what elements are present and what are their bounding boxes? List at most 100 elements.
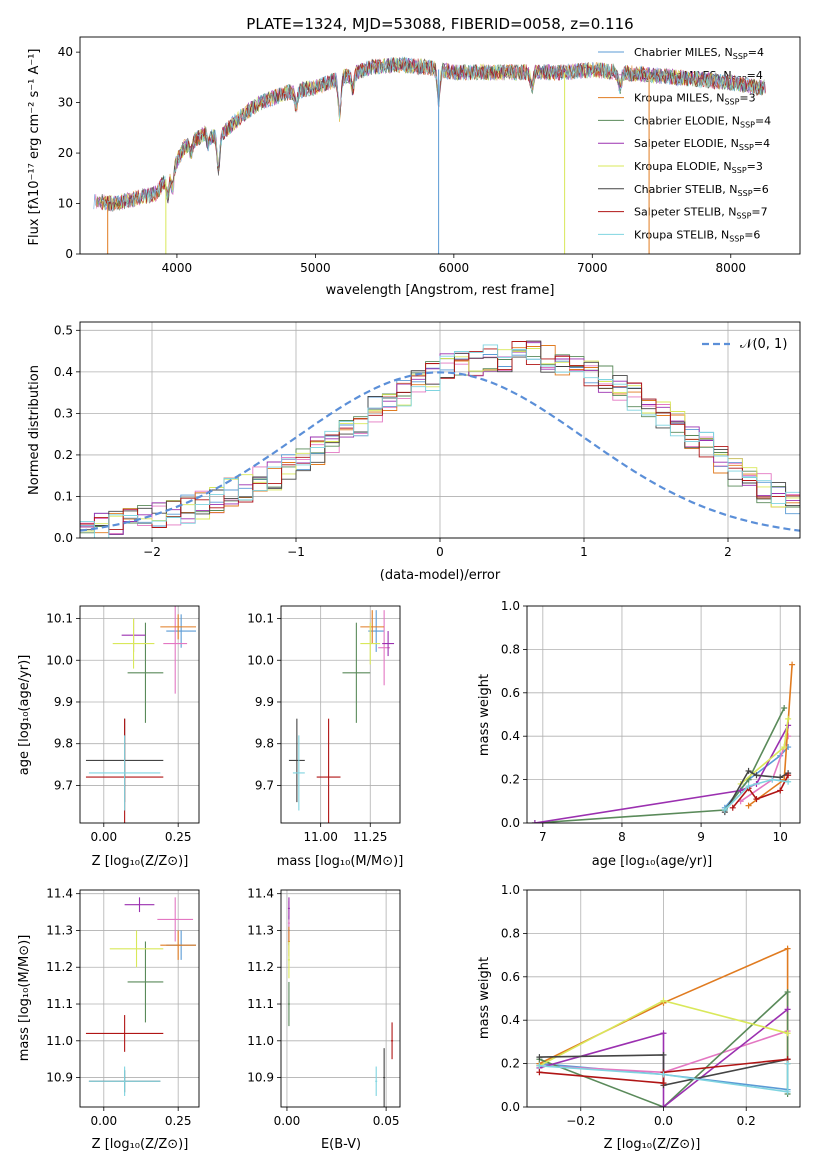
spectrum-lines: [93, 56, 766, 254]
legend-entry: Salpeter ELODIE, NSSP=4: [634, 137, 770, 152]
weight-line-kroupa-stelib: [724, 778, 789, 811]
ytick-label: 10.9: [247, 1071, 274, 1085]
ytick-label: 10.0: [46, 653, 73, 667]
weight-marker: [721, 806, 728, 813]
weight-marker: [660, 997, 667, 1004]
ytick-label: 30: [58, 96, 73, 110]
xtick-label: −1: [287, 545, 305, 559]
ytick-label: 1.0: [501, 883, 520, 897]
ytick-label: 0.6: [501, 686, 520, 700]
legend-entry: Chabrier STELIB, NSSP=6: [634, 183, 769, 198]
residual-legend-label: 𝒩(0, 1): [740, 337, 787, 352]
axes-frame: [79, 889, 200, 1108]
spectrum-ylabel: Flux [fλ10⁻¹⁷ erg cm⁻² s⁻¹ A⁻¹]: [27, 49, 42, 246]
ytick-label: 9.8: [255, 737, 274, 751]
lines-layer: [531, 661, 796, 823]
lines-layer: [536, 945, 791, 1107]
ytick-label: 9.9: [255, 695, 274, 709]
ytick-label: 9.8: [54, 737, 73, 751]
panel-1: −2 −1 0 1 2 0.0 0.1 0.2 0.3 0.4 0.5: [54, 321, 801, 559]
ytick-label: 11.1: [247, 997, 274, 1011]
weight-marker: [536, 1054, 543, 1061]
axes-frame: [526, 889, 801, 1108]
weight-marker: [784, 1030, 791, 1037]
weight-marker: [785, 778, 792, 785]
weight-marker: [777, 787, 784, 794]
xtick-label: 6000: [439, 261, 470, 275]
ebv-xlabel: E(B-V): [321, 1137, 361, 1152]
legend-entry: Chabrier MILES, NSSP=4: [634, 46, 764, 61]
weight-marker: [729, 804, 736, 811]
panel-5: 0.00 0.25 10.9 11.0 11.1 11.2 11.3 11.4: [46, 887, 200, 1128]
ytick-label: 11.2: [247, 960, 274, 974]
ytick-label: 0.4: [501, 1013, 520, 1027]
weight-marker: [753, 772, 760, 779]
weight-line-kroupa-stelib: [539, 1063, 789, 1093]
weight-line-chabrier-elodie: [539, 990, 789, 1107]
ytick-label: 0.1: [54, 489, 73, 503]
xtick-label: 0.05: [373, 1114, 400, 1128]
weight-marker: [660, 1080, 667, 1087]
xtick-label: 0.00: [90, 1114, 117, 1128]
axes-frame: [79, 321, 801, 539]
xtick-label: 8: [618, 830, 626, 844]
spectrum-title: PLATE=1324, MJD=53088, FIBERID=0058, z=0…: [246, 15, 633, 33]
residual-ylabel: Normed distribution: [27, 365, 42, 495]
weight-marker: [781, 704, 788, 711]
weight-line-salpeter-stelib: [539, 1058, 788, 1084]
weight-marker: [769, 776, 776, 783]
histogram-layer: [80, 340, 800, 538]
ytick-label: 0.5: [54, 323, 73, 337]
crosses-layer: [288, 610, 395, 823]
residual-xlabel: (data-model)/error: [380, 568, 501, 583]
xtick-label: 0.00: [90, 830, 117, 844]
ytick-label: 0.2: [501, 773, 520, 787]
legend-entry: Chabrier ELODIE, NSSP=4: [634, 114, 771, 129]
normal-curve: [80, 371, 800, 532]
xtick-label: 8000: [715, 261, 746, 275]
axes-frame: [280, 605, 401, 824]
zage-xlabel: Z [log₁₀(Z/Z⊙)]: [92, 854, 189, 869]
ytick-label: 11.3: [46, 923, 73, 937]
axes-frame: [79, 36, 801, 255]
xtick-label: −2: [143, 545, 161, 559]
ytick-label: 40: [58, 45, 73, 59]
ytick-label: 0.8: [501, 642, 520, 656]
crosses-layer: [287, 897, 394, 1107]
weight-line-salpeter-elodie: [534, 725, 789, 823]
weight-marker: [737, 787, 744, 794]
weight-marker: [660, 1104, 667, 1107]
weight-marker: [745, 783, 752, 790]
axes-frame: [526, 605, 801, 824]
legend-entry: Kroupa STELIB, NSSP=6: [634, 228, 760, 243]
panel-4: 7 8 9 10 0.0 0.2 0.4 0.6 0.8 1.0: [501, 599, 801, 844]
ytick-label: 0.0: [54, 531, 73, 545]
legend-entry: Kroupa ELODIE, NSSP=3: [634, 160, 763, 175]
ytick-label: 0.2: [501, 1057, 520, 1071]
crosses-layer: [85, 606, 197, 823]
zage-ylabel: age [log₁₀(age/yr)]: [17, 655, 32, 776]
weight-marker: [753, 796, 760, 803]
xtick-label: −0.2: [566, 1114, 595, 1128]
legend-entry: Salpeter STELIB, NSSP=7: [634, 206, 768, 221]
ytick-label: 1.0: [501, 599, 520, 613]
ytick-label: 9.9: [54, 695, 73, 709]
massage-xlabel: mass [log₁₀(M/M⊙)]: [277, 854, 404, 869]
xtick-label: 0.0: [654, 1114, 673, 1128]
agew-ylabel: mass weight: [477, 674, 492, 756]
xtick-label: 0.2: [737, 1114, 756, 1128]
ytick-label: 11.0: [247, 1034, 274, 1048]
xtick-label: 5000: [300, 261, 331, 275]
weight-marker: [789, 661, 796, 668]
weight-marker: [531, 820, 538, 823]
zw-ylabel: mass weight: [477, 957, 492, 1039]
zw-xlabel: Z [log₁₀(Z/Z⊙)]: [604, 1137, 701, 1152]
axes-frame: [79, 605, 200, 824]
ytick-label: 10.1: [46, 612, 73, 626]
weight-marker: [660, 1071, 667, 1078]
weight-line-kroupa-elodie: [740, 718, 789, 785]
crosses-layer: [85, 897, 197, 1096]
ytick-label: 0.8: [501, 926, 520, 940]
xtick-label: 2: [724, 545, 732, 559]
